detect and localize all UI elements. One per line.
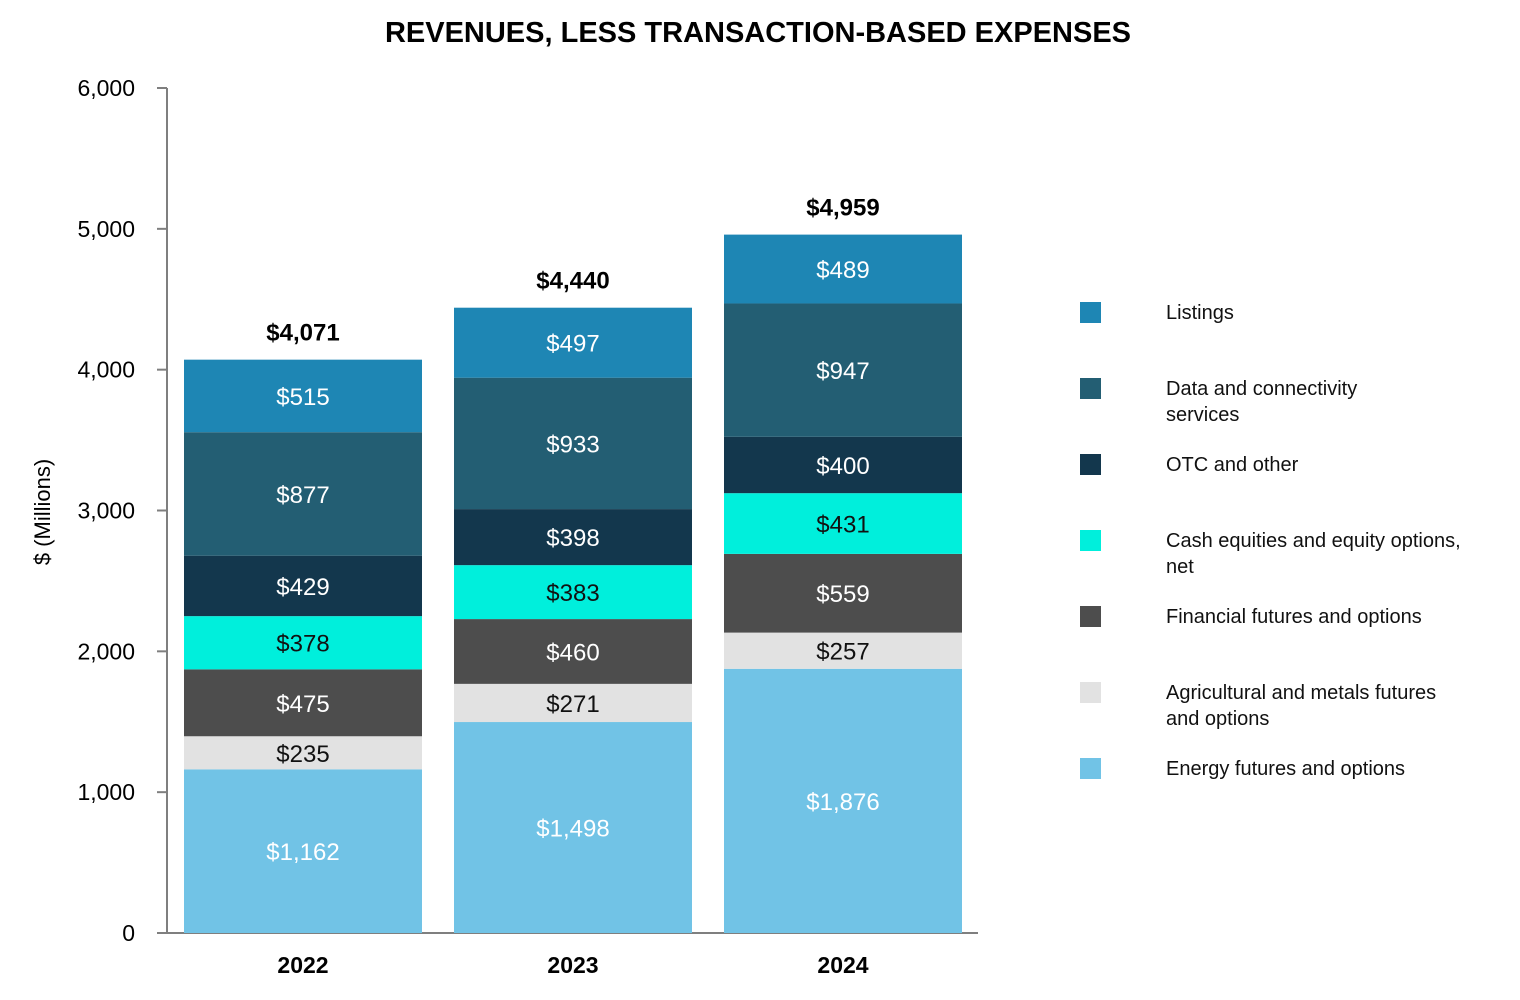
bar-total-label: $4,440 [536, 268, 609, 295]
y-tick-label: 3,000 [77, 498, 135, 524]
bar-segment [724, 303, 962, 437]
bar-segment [454, 307, 692, 378]
bar-segment-label: $429 [276, 574, 329, 601]
bar-segment-label: $497 [546, 331, 599, 358]
bar-segment-label: $877 [276, 482, 329, 509]
legend-label: Agricultural and metals futures and opti… [1166, 682, 1437, 730]
bar-segment-label: $1,498 [536, 816, 609, 843]
bar-segment-label: $431 [816, 512, 869, 539]
bar-segment-label: $489 [816, 257, 869, 284]
bar-total-label: $4,071 [266, 320, 339, 347]
bar-segment [454, 683, 692, 723]
bar-segment-label: $515 [276, 384, 329, 411]
bar-segment [184, 555, 422, 617]
bar-segment [184, 359, 422, 433]
bar-segment [454, 619, 692, 684]
y-tick-label: 4,000 [77, 357, 135, 383]
legend-item: Cash equities and equity options, net [1080, 528, 1510, 578]
bar-segment [184, 616, 422, 670]
bar-segment-label: $1,876 [806, 789, 879, 816]
y-tick-label: 2,000 [77, 638, 135, 664]
bar-segment-label: $933 [546, 431, 599, 458]
y-tick-label: 1,000 [77, 779, 135, 805]
bar-segment [184, 769, 422, 933]
bar-segment [454, 509, 692, 566]
bar-segment-label: $947 [816, 358, 869, 385]
x-tick-label: 2023 [547, 952, 598, 978]
legend-item: OTC and other [1080, 452, 1510, 502]
legend-item: Listings [1080, 300, 1510, 350]
legend-swatch [1080, 606, 1101, 627]
legend-item: Energy futures and options [1080, 756, 1510, 806]
bar-segment [184, 736, 422, 770]
bar-segment [454, 565, 692, 620]
legend-swatch [1080, 454, 1101, 475]
bar-segment [454, 377, 692, 510]
legend-label: Data and connectivity services [1166, 378, 1358, 426]
bar-segment [724, 234, 962, 304]
bar-segment-label: $383 [546, 580, 599, 607]
legend-label: OTC and other [1166, 454, 1299, 476]
y-tick-label: 0 [122, 920, 135, 946]
legend-item: Data and connectivity services [1080, 376, 1510, 426]
chart-title: REVENUES, LESS TRANSACTION-BASED EXPENSE… [385, 17, 1131, 49]
legend-label: Listings [1166, 302, 1234, 324]
bar-segment [184, 432, 422, 556]
bar-segment-label: $1,162 [266, 839, 339, 866]
bar-segment-label: $235 [276, 741, 329, 768]
bar-segment [454, 722, 692, 933]
legend-label: Financial futures and options [1166, 606, 1422, 628]
legend-swatch [1080, 302, 1101, 323]
legend-label: Cash equities and equity options, net [1166, 530, 1461, 578]
y-axis-title: $ (Millions) [30, 459, 55, 565]
bar-segment-label: $460 [546, 639, 599, 666]
legend-item: Financial futures and options [1080, 604, 1510, 654]
legend-item: Agricultural and metals futures and opti… [1080, 680, 1510, 730]
bar-segment [724, 553, 962, 633]
legend-label: Energy futures and options [1166, 758, 1406, 780]
bar-total-label: $4,959 [806, 195, 879, 222]
y-tick-label: 5,000 [77, 216, 135, 242]
x-tick-label: 2024 [817, 952, 868, 978]
bar-segment-label: $398 [546, 525, 599, 552]
bar-segment-label: $559 [816, 581, 869, 608]
bar-segment [724, 668, 962, 933]
x-tick-label: 2022 [277, 952, 328, 978]
bar-segment-label: $271 [546, 691, 599, 718]
bar-segment-label: $378 [276, 631, 329, 658]
legend-swatch [1080, 682, 1101, 703]
bar-segment-label: $257 [816, 639, 869, 666]
plot-area: 0 1,000 2,000 3,000 4,000 5,000 6,000 $1,162 $23… [77, 75, 978, 978]
bar-segment [724, 632, 962, 669]
bar-segment [184, 669, 422, 737]
legend-swatch [1080, 758, 1101, 779]
legend: Listings Data and connectivity services OT… [1080, 300, 1510, 832]
bar-segment-label: $475 [276, 691, 329, 718]
bar-segment [724, 493, 962, 554]
y-tick-label: 6,000 [77, 75, 135, 101]
bar-segment [724, 436, 962, 494]
legend-swatch [1080, 378, 1101, 399]
bar-segment-label: $400 [816, 453, 869, 480]
legend-swatch [1080, 530, 1101, 551]
